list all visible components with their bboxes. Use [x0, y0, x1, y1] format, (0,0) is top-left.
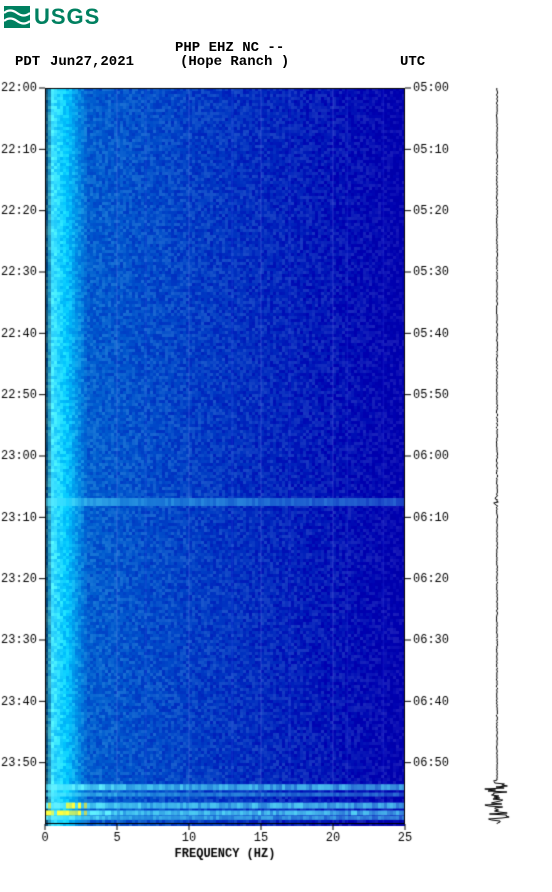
usgs-logo: USGS — [4, 4, 100, 30]
header-date: Jun27,2021 — [50, 54, 134, 70]
spectrogram-plot — [0, 78, 552, 878]
usgs-wave-icon — [4, 6, 30, 28]
header-pdt-label: PDT — [15, 54, 40, 70]
header-utc-label: UTC — [400, 54, 425, 70]
usgs-logo-text: USGS — [34, 4, 100, 30]
header-site: (Hope Ranch ) — [180, 54, 289, 70]
